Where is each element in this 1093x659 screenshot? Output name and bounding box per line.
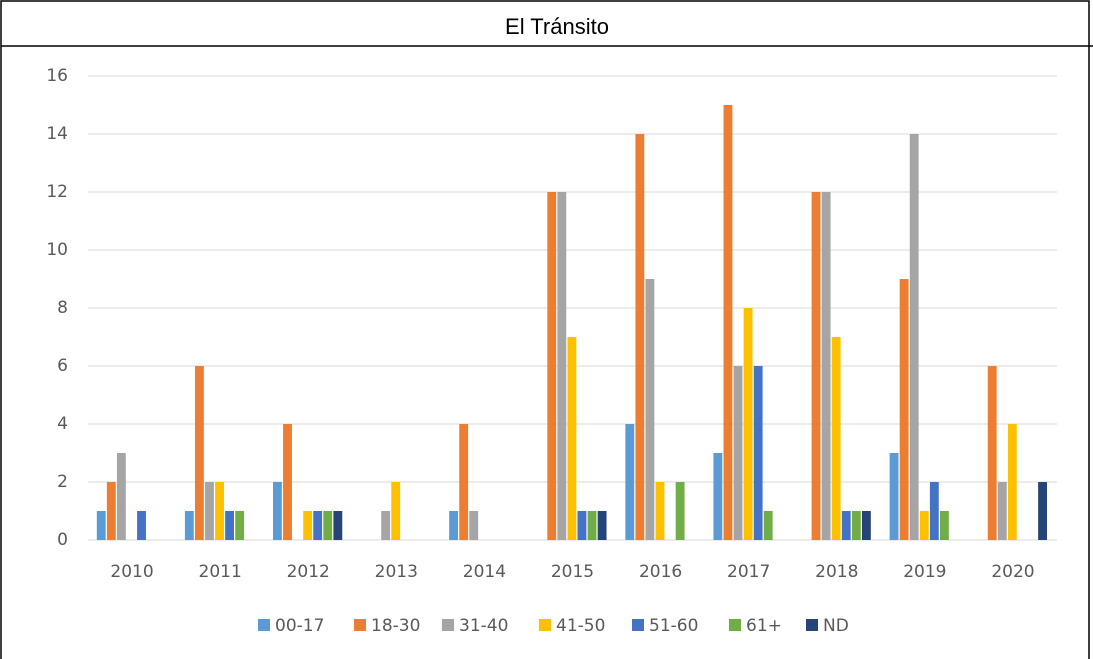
bar	[303, 511, 313, 540]
bar	[939, 511, 949, 540]
bar	[333, 511, 343, 540]
legend-label: 18-30	[371, 616, 420, 636]
bar	[459, 424, 469, 540]
bar	[635, 134, 645, 540]
legend-label: 00-17	[275, 616, 324, 636]
bar	[96, 511, 106, 540]
x-tick-label: 2011	[199, 562, 242, 582]
bar	[675, 482, 685, 540]
legend-swatch	[539, 619, 551, 631]
bar	[841, 511, 851, 540]
bar	[733, 366, 743, 540]
y-tick-label: 16	[46, 66, 68, 86]
bar	[313, 511, 323, 540]
bar	[184, 511, 194, 540]
x-tick-label: 2019	[903, 562, 946, 582]
legend-swatch	[806, 619, 818, 631]
bar	[215, 482, 224, 540]
y-tick-label: 14	[46, 124, 68, 144]
bar	[137, 511, 146, 540]
y-tick-label: 10	[46, 240, 68, 260]
bar	[391, 482, 401, 540]
bar	[899, 279, 909, 540]
bar	[225, 511, 235, 540]
x-tick-label: 2013	[375, 562, 418, 582]
y-tick-label: 8	[57, 298, 68, 318]
bar	[194, 366, 204, 540]
legend-label: ND	[823, 616, 849, 636]
bar	[1038, 482, 1047, 540]
legend-swatch	[632, 619, 644, 631]
legend-label: 41-50	[556, 616, 605, 636]
bar	[713, 453, 723, 540]
bar	[547, 192, 557, 540]
bar	[449, 511, 459, 540]
bar	[997, 482, 1007, 540]
bar	[597, 511, 607, 540]
x-tick-label: 2014	[463, 562, 506, 582]
legend-label: 31-40	[459, 616, 508, 636]
y-tick-label: 12	[46, 182, 68, 202]
bar	[469, 511, 479, 540]
y-tick-label: 6	[57, 356, 68, 376]
bar	[567, 337, 577, 540]
bar	[116, 453, 126, 540]
bar	[381, 511, 391, 540]
bar	[106, 482, 116, 540]
bar	[645, 279, 655, 540]
bar	[811, 192, 821, 540]
bar	[557, 192, 567, 540]
bar	[763, 511, 773, 540]
x-tick-label: 2016	[639, 562, 682, 582]
x-tick-label: 2020	[991, 562, 1034, 582]
bar	[831, 337, 841, 540]
bar	[323, 511, 333, 540]
bar	[821, 192, 831, 540]
bar	[723, 105, 733, 540]
x-tick-label: 2015	[551, 562, 594, 582]
bar	[861, 511, 871, 540]
bar	[919, 511, 929, 540]
bar	[205, 482, 214, 540]
bar	[625, 424, 635, 540]
x-tick-label: 2017	[727, 562, 770, 582]
bar	[753, 366, 763, 540]
legend-label: 61+	[746, 616, 782, 636]
bar	[577, 511, 587, 540]
bar	[889, 453, 899, 540]
y-tick-label: 0	[57, 530, 68, 550]
chart-title: El Tránsito	[505, 14, 609, 39]
y-tick-label: 2	[57, 472, 68, 492]
bar	[587, 511, 597, 540]
bar	[1007, 424, 1017, 540]
x-tick-label: 2012	[287, 562, 330, 582]
bar	[909, 134, 919, 540]
bar	[235, 511, 245, 540]
x-tick-label: 2010	[110, 562, 153, 582]
bar	[655, 482, 665, 540]
legend-swatch	[354, 619, 366, 631]
bar	[283, 424, 292, 540]
bar	[272, 482, 282, 540]
legend-swatch	[258, 619, 270, 631]
bar	[851, 511, 861, 540]
bar	[987, 366, 997, 540]
y-tick-label: 4	[57, 414, 68, 434]
legend-swatch	[442, 619, 454, 631]
x-tick-label: 2018	[815, 562, 858, 582]
bar	[929, 482, 939, 540]
legend-label: 51-60	[649, 616, 698, 636]
bar	[743, 308, 753, 540]
legend-swatch	[729, 619, 741, 631]
